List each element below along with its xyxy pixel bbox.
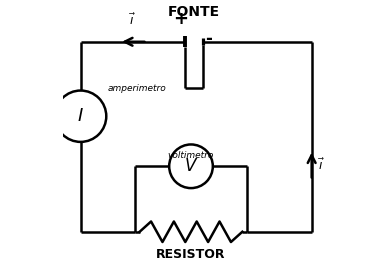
Text: -: -: [206, 30, 212, 48]
Text: $\vec{\imath}$: $\vec{\imath}$: [129, 12, 137, 28]
Text: RESISTOR: RESISTOR: [156, 248, 226, 261]
Text: $\vec{\imath}$: $\vec{\imath}$: [318, 157, 325, 173]
Text: voltimetro: voltimetro: [168, 151, 214, 160]
Text: $I$: $I$: [77, 107, 84, 125]
Text: FONTE: FONTE: [167, 5, 220, 19]
Circle shape: [169, 144, 213, 188]
Text: +: +: [173, 10, 188, 28]
Text: $V$: $V$: [184, 157, 198, 175]
Circle shape: [55, 91, 106, 142]
Text: amperimetro: amperimetro: [108, 84, 166, 93]
